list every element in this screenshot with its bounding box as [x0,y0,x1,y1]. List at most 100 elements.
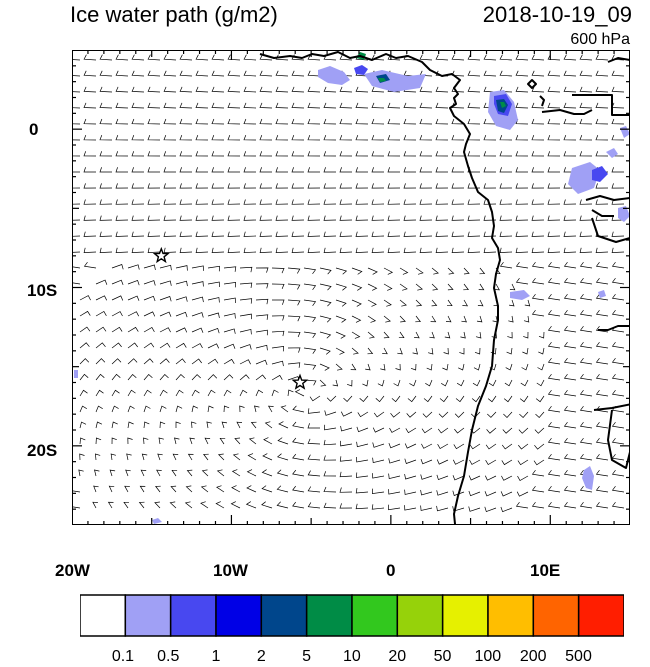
wind-barb [340,440,353,447]
wind-barb [170,485,177,493]
wind-barb [79,405,87,413]
wind-barb [611,389,625,397]
wind-barb [339,503,353,509]
wind-barb [485,443,497,450]
wind-barb [95,326,107,333]
wind-barb [421,427,433,434]
wind-barb [127,264,140,270]
wind-barb [467,70,481,77]
wind-barb [259,102,273,109]
wind-barb [563,325,577,333]
wind-barb [579,373,593,381]
wind-barb [451,167,464,173]
wind-barb [79,326,91,333]
wind-barb [292,485,305,493]
wind-barb [335,283,348,291]
wind-barb [211,134,225,141]
wind-barb [595,485,609,493]
wind-barb [339,151,353,157]
wind-barb [534,443,545,450]
wind-barb [307,215,321,221]
wind-barb [535,395,545,403]
wind-barb [507,331,513,339]
wind-barb [72,203,81,205]
wind-barb [163,231,177,237]
wind-barb [535,411,545,419]
wind-barb [255,329,268,336]
wind-barb [191,312,204,318]
wind-barb [307,470,321,477]
wind-barb [131,151,145,157]
wind-barb [271,345,284,352]
wind-barb [531,277,545,285]
wind-barb [163,183,177,189]
wind-barb [275,86,289,93]
wind-barb [371,167,384,173]
wind-barb [451,247,465,253]
wind-barb [207,327,220,334]
wind-barb [111,358,122,365]
wind-barb [131,167,144,173]
wind-barb [171,469,178,477]
wind-barb [175,311,188,318]
colorbar-swatch [351,594,399,637]
wind-barb [595,70,609,77]
wind-barb [175,374,185,381]
y-axis-label-10s: 10S [27,281,58,300]
wind-barb [399,315,406,323]
wind-barb [389,427,401,433]
wind-barb [611,199,625,205]
wind-barb [515,102,529,109]
wind-barb [387,215,401,221]
colorbar-label: 200 [519,648,547,665]
wind-barb [515,199,529,205]
wind-barb [343,395,353,403]
wind-barb [531,70,545,77]
wind-barb [563,277,577,285]
wind-barb [403,118,417,125]
station-markers [152,246,309,390]
wind-barb [351,267,363,275]
wind-barb [436,474,449,481]
wind-barb [419,231,433,237]
wind-barb [111,279,124,286]
wind-barb [291,183,305,189]
wind-barb [323,471,337,477]
wind-barb [339,134,353,141]
wind-barb [72,171,80,173]
wind-barb [83,167,96,173]
wind-barb [291,231,305,237]
wind-barb [579,453,593,461]
wind-barb [563,309,577,317]
wind-barb [115,118,129,125]
wind-barb [355,183,369,189]
wind-barb [267,405,274,413]
colorbar-label: 10 [343,648,361,665]
wind-barb [155,485,161,493]
wind-barb [547,357,561,365]
wind-barb [179,134,193,141]
wind-barb [547,86,561,93]
wind-barb [292,501,305,509]
wind-barb [159,342,171,349]
wind-barb [159,311,172,317]
wind-barb [371,504,385,510]
wind-barb [191,405,199,413]
wind-barb [275,231,289,237]
wind-barb [563,199,577,205]
wind-barb [227,54,241,61]
wind-barb [595,325,609,333]
wind-barb [547,389,561,397]
wind-barb [280,405,289,413]
wind-barb [468,490,481,497]
wind-barb [263,437,273,445]
wind-barb [255,314,269,320]
wind-barb [339,456,353,462]
wind-barb [611,309,625,317]
wind-barb [207,405,214,413]
wind-barb [451,118,465,125]
wind-barb [431,283,439,291]
wind-barb [563,357,577,365]
wind-barb [191,421,197,429]
wind-barb [523,331,529,339]
